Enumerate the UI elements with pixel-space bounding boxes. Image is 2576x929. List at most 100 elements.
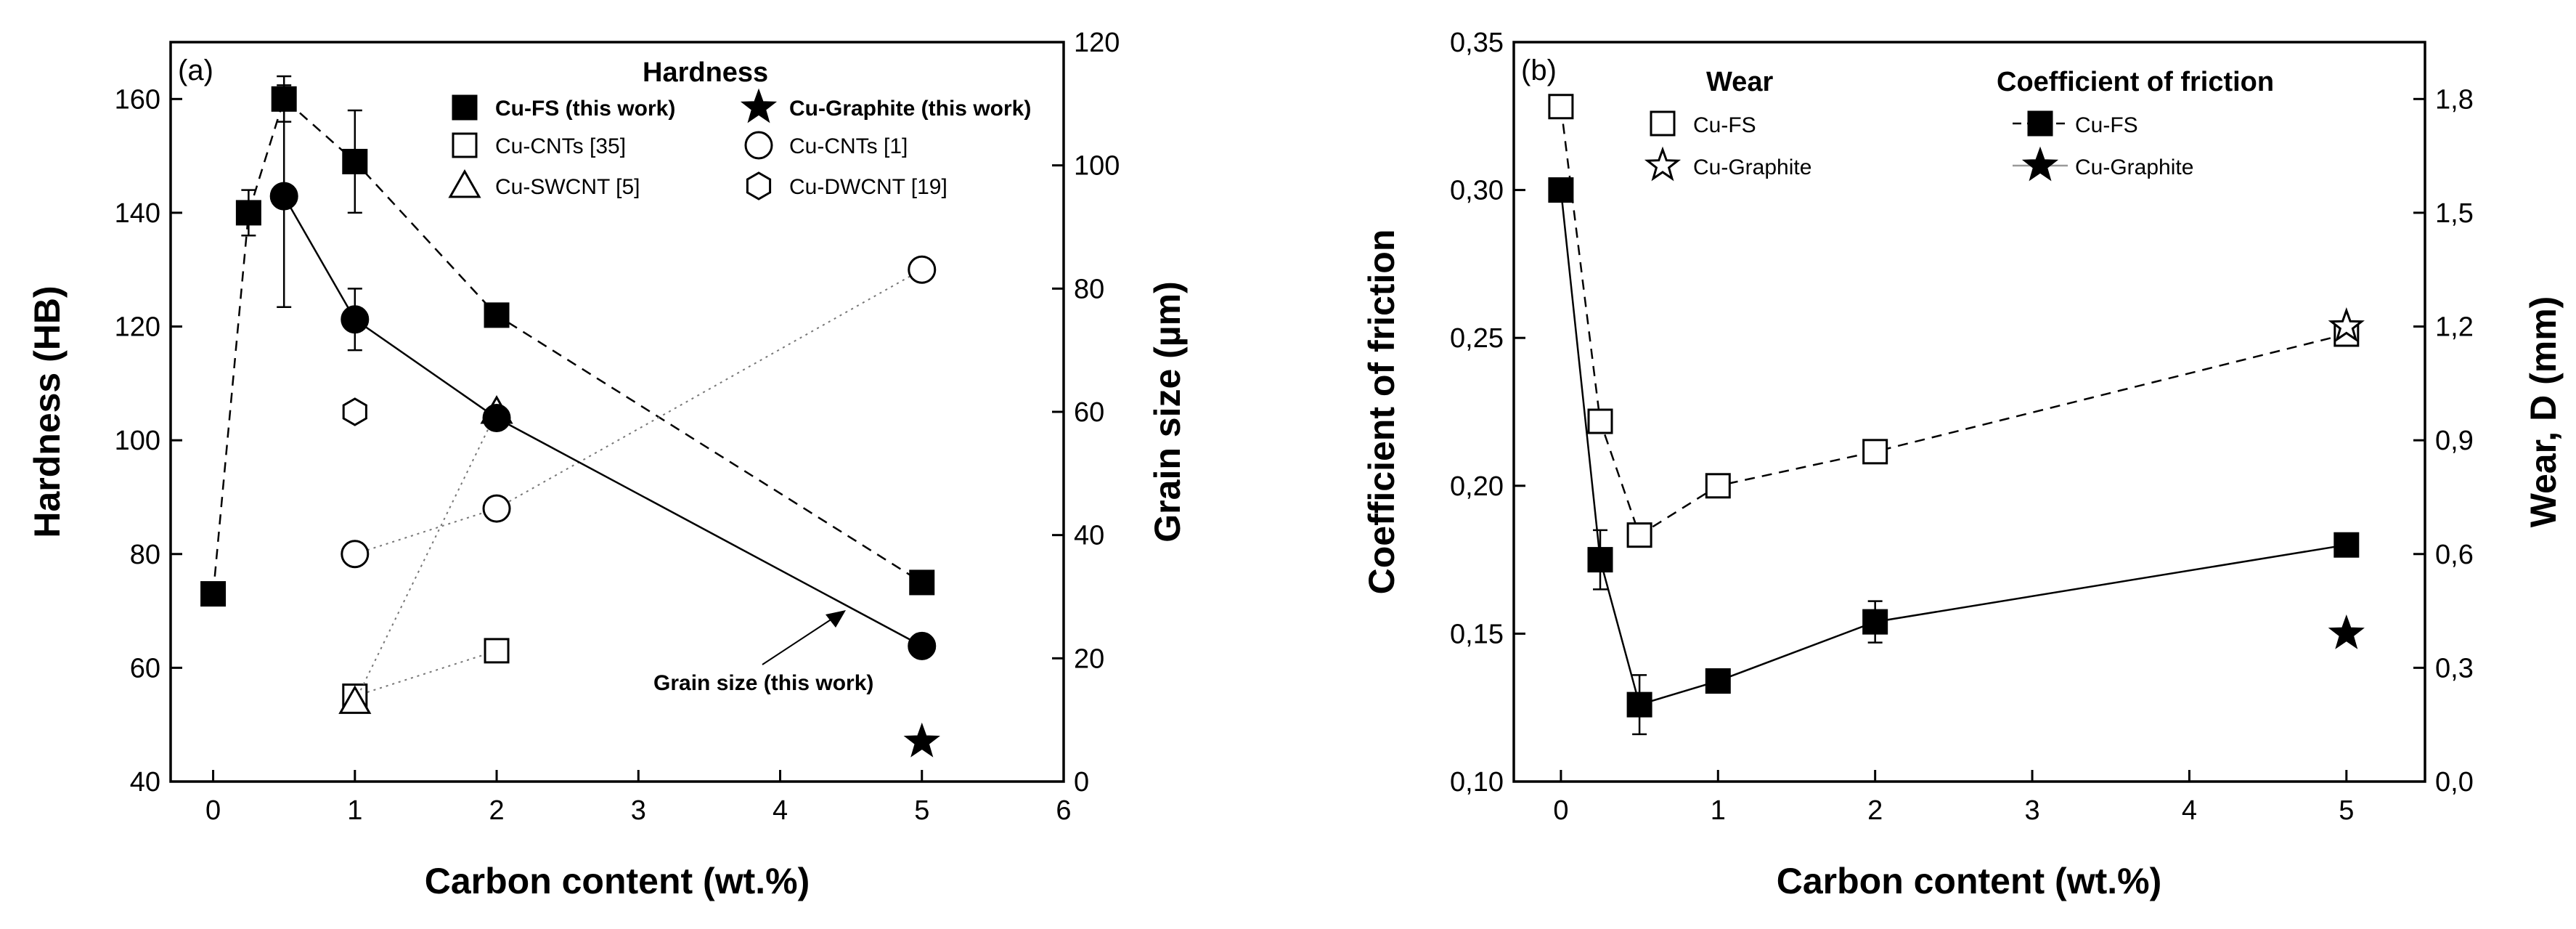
data-point <box>1548 94 1574 120</box>
x-tick-label: 4 <box>2182 795 2197 826</box>
series-cu-cnts-1- <box>341 255 937 569</box>
y2-tick-label: 0,3 <box>2435 653 2474 683</box>
legend-marker <box>2027 110 2053 137</box>
y-tick-label: 160 <box>115 84 160 115</box>
legend-marker <box>452 94 478 121</box>
legend-marker <box>744 131 773 160</box>
data-point <box>908 255 937 284</box>
panel-a-x-axis-label: Carbon content (wt.%) <box>425 861 810 901</box>
data-point <box>341 305 370 334</box>
series-line <box>354 269 923 555</box>
legend-label: Cu-FS (this work) <box>495 97 675 121</box>
x-tick-label: 0 <box>1553 795 1568 826</box>
y2-tick-label: 100 <box>1074 151 1120 182</box>
series-cof-cu-graphite <box>2328 614 2365 649</box>
y2-tick-label: 0 <box>1074 767 1089 798</box>
x-tick-label: 6 <box>1056 795 1071 826</box>
x-tick-label: 0 <box>205 795 221 826</box>
y-tick-label: 0,20 <box>1450 471 1504 502</box>
data-point <box>1587 408 1613 434</box>
panel-b-y-axis-label: Coefficient of friction <box>1361 230 1402 595</box>
legend-marker <box>2021 146 2059 182</box>
series-line <box>354 649 497 697</box>
data-point <box>235 200 261 226</box>
data-point <box>1548 177 1574 203</box>
legend-label: Cu-Graphite <box>1693 155 1811 179</box>
data-point <box>482 494 511 523</box>
panel-a-series <box>200 75 940 758</box>
x-tick-label: 3 <box>2024 795 2039 826</box>
legend-label: Cu-CNTs [1] <box>789 134 908 158</box>
y2-tick-label: 0,9 <box>2435 426 2474 456</box>
series-line <box>1560 106 2347 537</box>
y-tick-label: 120 <box>115 312 160 343</box>
data-point <box>482 403 511 432</box>
y2-tick-label: 120 <box>1074 28 1120 58</box>
legend-marker <box>452 132 478 158</box>
y-tick-label: 0,10 <box>1450 767 1504 798</box>
data-point <box>338 685 372 714</box>
panel-b-ticks: 0 1 2 3 4 5 0,10 0,15 0,20 0,25 0,30 0,35 0,0 0,3 0,6 0… <box>1450 28 2474 826</box>
y2-tick-label: 0,6 <box>2435 540 2474 570</box>
data-point <box>269 182 298 211</box>
panel-a-legend: Cu-FS (this work) Cu-Graphite (this work)… <box>448 88 1031 200</box>
panel-a-annotation-arrowhead <box>826 610 846 628</box>
data-point <box>342 397 367 426</box>
panel-b-legend-cof-title: Coefficient of friction <box>1997 67 2274 97</box>
panel-b-legend-wear-title: Wear <box>1706 67 1773 97</box>
panel-a-y2-axis-label: Grain size (µm) <box>1147 281 1188 542</box>
y2-tick-label: 1,8 <box>2435 84 2474 115</box>
x-tick-label: 2 <box>1867 795 1883 826</box>
panel-a-y-axis-label: Hardness (HB) <box>27 285 68 537</box>
x-tick-label: 1 <box>347 795 362 826</box>
y2-tick-label: 1,5 <box>2435 198 2474 229</box>
legend-label: Cu-FS <box>2075 113 2138 137</box>
data-point <box>2334 532 2360 558</box>
data-point <box>2328 307 2365 342</box>
y-tick-label: 0,15 <box>1450 619 1504 649</box>
panel-b-legend: Cu-FS Cu-Graphite Cu-FS Cu-Graphite <box>1644 110 2193 182</box>
data-point <box>342 148 368 174</box>
y2-tick-label: 80 <box>1074 274 1104 304</box>
y-tick-label: 0,30 <box>1450 176 1504 206</box>
legend-label: Cu-FS <box>1693 113 1756 137</box>
y2-tick-label: 1,2 <box>2435 312 2474 343</box>
data-point <box>2328 614 2365 649</box>
x-tick-label: 2 <box>489 795 504 826</box>
data-point <box>484 302 510 328</box>
legend-marker <box>1650 110 1676 137</box>
legend-marker <box>448 169 481 198</box>
data-point <box>341 540 370 569</box>
data-point <box>1587 547 1613 573</box>
panel-a-annotation: Grain size (this work) <box>653 671 873 695</box>
panel-b-label: (b) <box>1521 54 1557 86</box>
data-point <box>484 638 510 664</box>
y-tick-label: 100 <box>115 426 160 456</box>
x-tick-label: 5 <box>914 795 929 826</box>
data-point <box>903 722 940 758</box>
data-point <box>1705 473 1731 499</box>
x-tick-label: 4 <box>773 795 788 826</box>
y2-tick-label: 60 <box>1074 397 1104 428</box>
data-point <box>1862 609 1888 635</box>
panel-b-series <box>1548 94 2365 736</box>
y-tick-label: 0,25 <box>1450 323 1504 354</box>
panel-a-label: (a) <box>178 54 213 86</box>
series-cof-cu-fs <box>1548 177 2360 736</box>
data-point <box>200 581 227 607</box>
x-tick-label: 1 <box>1711 795 1726 826</box>
y-tick-label: 140 <box>115 198 160 229</box>
panel-b-y2-axis-label: Wear, D (mm) <box>2523 296 2564 528</box>
y2-tick-label: 40 <box>1074 521 1104 551</box>
series-wear-cu-graphite <box>2328 307 2365 342</box>
x-tick-label: 3 <box>631 795 646 826</box>
y-tick-label: 80 <box>130 540 160 570</box>
series-cu-fs-this-work- <box>200 75 935 607</box>
panel-b-frame <box>1512 41 2426 783</box>
panel-b: (b) Wear Coefficient of friction Carbon … <box>1361 41 2564 901</box>
legend-marker <box>746 171 772 200</box>
legend-marker <box>1644 146 1682 182</box>
legend-label: Cu-CNTs [35] <box>495 134 626 158</box>
data-point <box>1626 522 1652 548</box>
